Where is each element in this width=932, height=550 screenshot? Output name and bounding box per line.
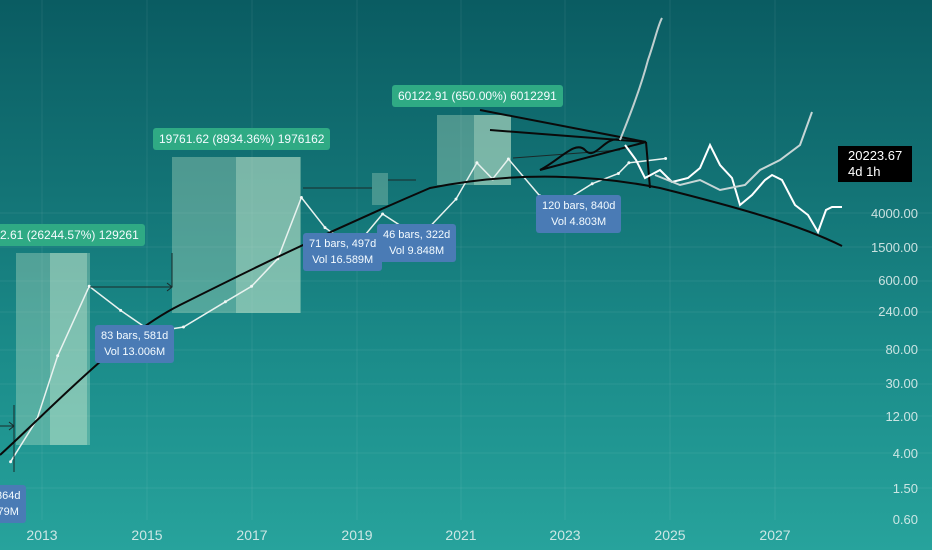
current-price-interval: 4d 1h bbox=[848, 164, 881, 179]
projection-bearish bbox=[624, 142, 842, 235]
range-box-2017-inner bbox=[236, 157, 300, 313]
range-2015-bars: 83 bars, 581d bbox=[101, 330, 169, 342]
y-tick-240: 240.00 bbox=[878, 304, 918, 319]
range-label-2020: 46 bars, 322d Vol 9.848M bbox=[377, 224, 457, 262]
projection-path-black bbox=[539, 138, 621, 171]
range-label-2022: 120 bars, 840d Vol 4.803M bbox=[536, 195, 622, 233]
x-tick-2027: 2027 bbox=[759, 527, 791, 543]
price-point bbox=[223, 300, 227, 304]
range-2018-bars: 71 bars, 497d bbox=[309, 238, 377, 250]
move-label-2013: 2.61 (26244.57%) 129261 bbox=[0, 224, 145, 246]
range-2020-bars: 46 bars, 322d bbox=[383, 229, 451, 241]
price-point bbox=[323, 226, 327, 230]
range-arrows bbox=[0, 149, 621, 472]
projection-paths bbox=[619, 17, 842, 235]
x-tick-2017: 2017 bbox=[236, 527, 268, 543]
price-point bbox=[616, 172, 620, 175]
price-point bbox=[506, 157, 510, 161]
price-point bbox=[119, 308, 123, 312]
price-point bbox=[627, 161, 631, 165]
move-label-2021: 60122.91 (650.00%) 6012291 bbox=[392, 85, 563, 107]
range-box-2013-inner bbox=[50, 253, 87, 445]
range-2022-bars: 120 bars, 840d bbox=[542, 200, 616, 212]
long-term-support bbox=[0, 175, 843, 456]
range-2022-vol: Vol 4.803M bbox=[551, 216, 607, 228]
range-2013-bars: 364d bbox=[0, 490, 21, 502]
price-point bbox=[182, 325, 185, 329]
range-box-2021 bbox=[437, 115, 511, 185]
triangle-upper bbox=[479, 109, 647, 143]
y-tick-1.5: 1.50 bbox=[892, 481, 918, 496]
range-label-2013: 364d 79M bbox=[0, 485, 27, 523]
price-point bbox=[475, 161, 479, 165]
price-point bbox=[87, 284, 91, 288]
price-point bbox=[381, 212, 385, 216]
range-2020-vol: Vol 9.848M bbox=[389, 245, 445, 257]
price-point bbox=[454, 197, 458, 201]
triangle-extension bbox=[645, 141, 651, 189]
current-price-label: 20223.67 4d 1h bbox=[838, 146, 912, 182]
price-point bbox=[9, 460, 13, 464]
trend-lines bbox=[0, 109, 843, 456]
y-tick-80: 80.00 bbox=[885, 342, 918, 357]
x-tick-2013: 2013 bbox=[26, 527, 58, 543]
x-tick-2019: 2019 bbox=[341, 527, 373, 543]
range-box-2013 bbox=[16, 253, 90, 445]
y-tick-4: 4.00 bbox=[892, 446, 918, 461]
range-label-2018: 71 bars, 497d Vol 16.589M bbox=[303, 233, 383, 271]
triangle-diagonal bbox=[539, 141, 647, 171]
y-tick-4000: 4000.00 bbox=[871, 206, 918, 221]
price-point bbox=[590, 182, 594, 186]
price-point bbox=[250, 284, 254, 288]
y-tick-1500: 1500.00 bbox=[871, 240, 918, 255]
range-2015-vol: Vol 13.006M bbox=[104, 346, 166, 358]
price-point bbox=[56, 354, 60, 358]
y-tick-0.6: 0.60 bbox=[892, 512, 918, 527]
x-tick-2015: 2015 bbox=[131, 527, 163, 543]
projection-bullish bbox=[619, 17, 663, 141]
current-price-value: 20223.67 bbox=[848, 148, 903, 163]
grid-lines bbox=[0, 0, 932, 520]
y-tick-30: 30.00 bbox=[885, 376, 918, 391]
range-highlights bbox=[16, 115, 511, 445]
price-point bbox=[299, 196, 303, 199]
range-2018-vol: Vol 16.589M bbox=[312, 254, 374, 266]
range-box-2021-inner bbox=[474, 115, 511, 185]
x-tick-2025: 2025 bbox=[654, 527, 686, 543]
range-2013-vol: 79M bbox=[0, 506, 19, 518]
range-box-2017 bbox=[172, 157, 301, 313]
range-label-2015: 83 bars, 581d Vol 13.006M bbox=[95, 325, 175, 363]
y-tick-600: 600.00 bbox=[878, 273, 918, 288]
projection-neutral bbox=[654, 111, 813, 192]
x-tick-2021: 2021 bbox=[445, 527, 477, 543]
x-tick-2023: 2023 bbox=[549, 527, 581, 543]
move-label-2017: 19761.62 (8934.36%) 1976162 bbox=[153, 128, 331, 150]
price-point bbox=[664, 157, 668, 160]
range-box-2020 bbox=[372, 173, 388, 205]
y-tick-12: 12.00 bbox=[885, 409, 918, 424]
